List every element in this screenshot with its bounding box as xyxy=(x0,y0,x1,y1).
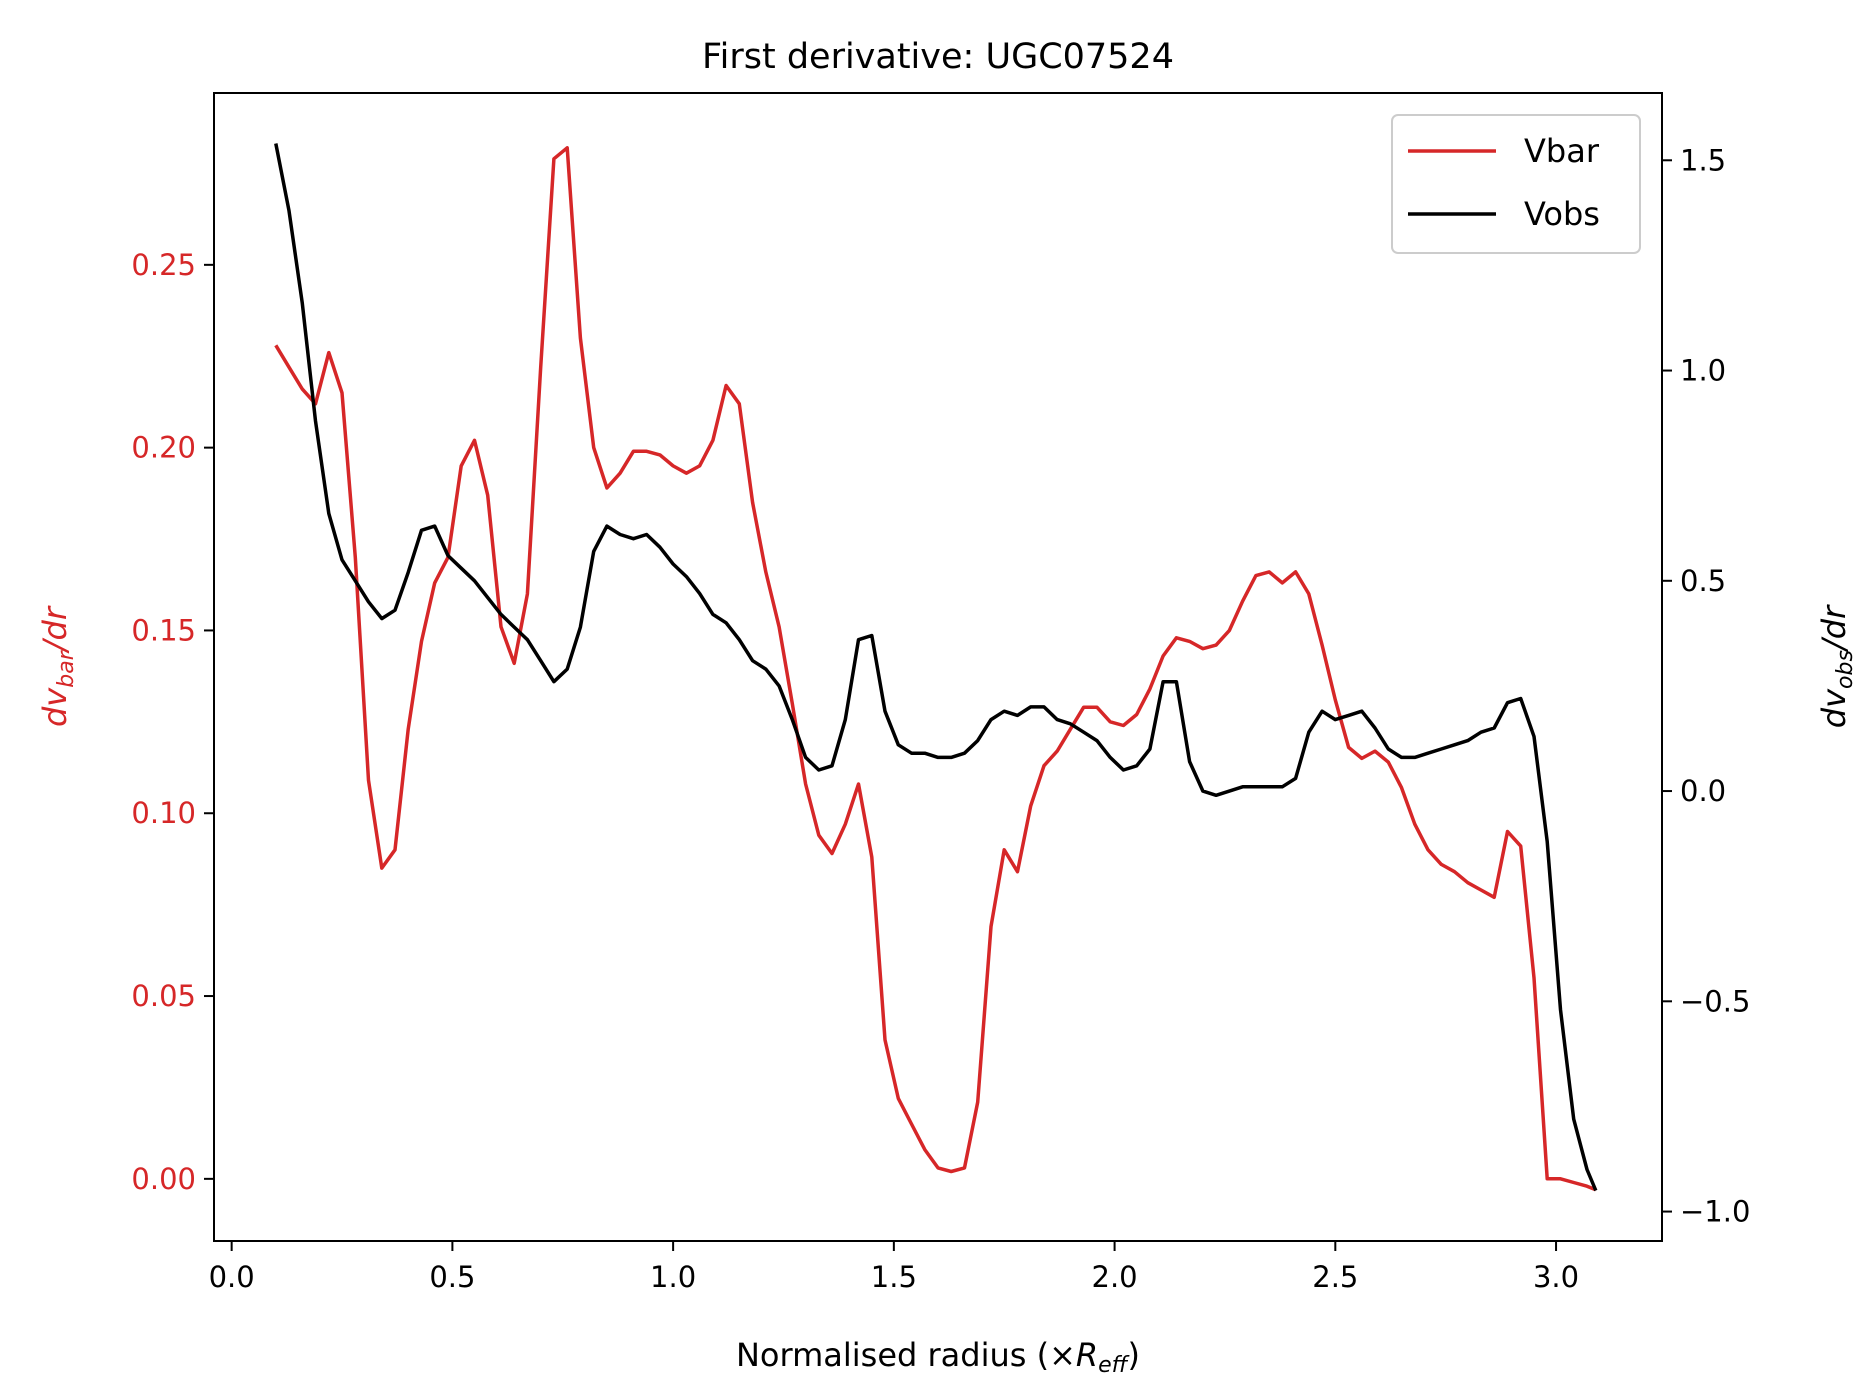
tick-layer: 0.0 0.5 1.0 1.5 2.0 2.5 3.0 0.00 0.05 0.10 0.15 0.2… xyxy=(131,143,1750,1294)
series-line-vobs xyxy=(274,143,1598,1192)
y-axis-left-label-main: dv xyxy=(36,687,74,727)
x-axis-label-close: ) xyxy=(1128,1336,1140,1374)
x-axis-label-italic: R xyxy=(1076,1336,1098,1374)
y-left-tick-label: 0.25 xyxy=(131,248,196,282)
series-line-vbar xyxy=(274,146,1597,1192)
x-tick-label: 1.5 xyxy=(871,1260,917,1294)
legend-box xyxy=(1391,114,1641,254)
x-tick-label: 2.0 xyxy=(1092,1260,1138,1294)
y-right-tick-label: 1.5 xyxy=(1680,143,1726,177)
x-tick-label: 3.0 xyxy=(1533,1260,1579,1294)
y-axis-left-label-rest: /dr xyxy=(36,605,74,654)
y-axis-right-label-rest: /dr xyxy=(1815,604,1853,653)
x-axis-label-main: Normalised radius (× xyxy=(736,1336,1076,1374)
y-right-tick-label: −0.5 xyxy=(1680,984,1750,1018)
chart-title: First derivative: UGC07524 xyxy=(702,37,1174,77)
y-axis-right-label-main: dv xyxy=(1815,688,1853,728)
y-right-tick-label: 0.0 xyxy=(1680,774,1726,808)
y-left-tick-label: 0.05 xyxy=(131,979,196,1013)
x-axis-label-subscript: eff xyxy=(1098,1353,1130,1378)
series-layer xyxy=(274,143,1598,1192)
plot-frame xyxy=(213,92,1663,1242)
x-axis-label: Normalised radius (×Reff) xyxy=(736,1336,1140,1378)
x-tick-label: 0.5 xyxy=(429,1260,475,1294)
y-left-tick-label: 0.20 xyxy=(131,431,196,465)
y-right-tick-label: 0.5 xyxy=(1680,564,1726,598)
y-axis-left-label-subscript: bar xyxy=(54,649,79,687)
y-left-tick-label: 0.10 xyxy=(131,796,196,830)
y-axis-right-label: dvobs/dr xyxy=(1815,604,1858,728)
x-tick-label: 2.5 xyxy=(1312,1260,1358,1294)
x-tick-label: 1.0 xyxy=(650,1260,696,1294)
y-axis-left-label: dvbar/dr xyxy=(36,605,79,727)
y-left-tick-label: 0.15 xyxy=(131,613,196,647)
legend: Vbar Vobs xyxy=(1391,114,1641,254)
x-tick-label: 0.0 xyxy=(209,1260,255,1294)
legend-label-vobs: Vobs xyxy=(1524,195,1600,233)
y-right-tick-label: 1.0 xyxy=(1680,354,1726,388)
legend-label-vbar: Vbar xyxy=(1524,132,1600,170)
y-right-tick-label: −1.0 xyxy=(1680,1195,1750,1229)
y-left-tick-label: 0.00 xyxy=(131,1162,196,1196)
y-axis-right-label-subscript: obs xyxy=(1833,650,1858,689)
